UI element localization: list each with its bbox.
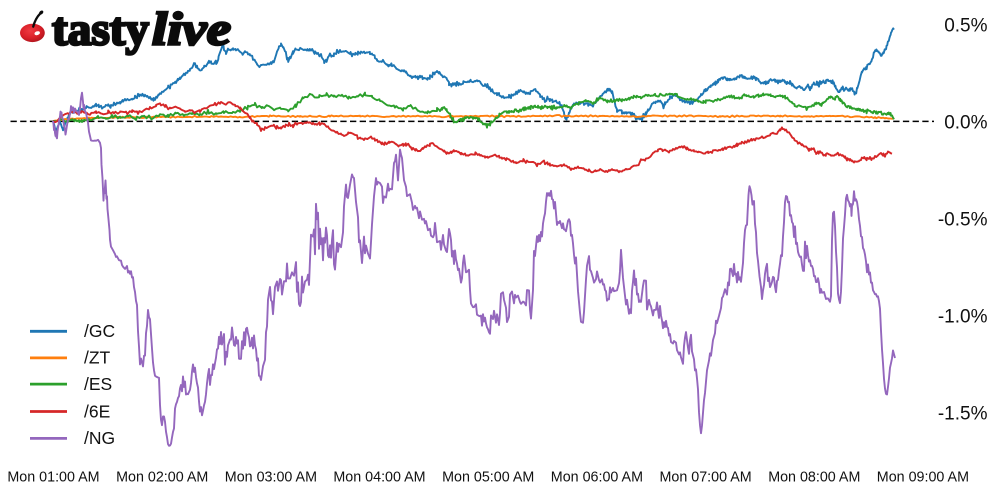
svg-text:Mon 06:00 AM: Mon 06:00 AM	[551, 470, 643, 486]
svg-text:Mon 08:00 AM: Mon 08:00 AM	[768, 470, 860, 486]
svg-text:/GC: /GC	[84, 321, 115, 341]
svg-text:Mon 09:00 AM: Mon 09:00 AM	[877, 470, 969, 486]
svg-text:Mon 01:00 AM: Mon 01:00 AM	[7, 470, 99, 486]
svg-text:-1.5%: -1.5%	[938, 403, 988, 424]
svg-text:/ES: /ES	[84, 374, 112, 394]
svg-text:tasty: tasty	[52, 4, 150, 56]
svg-text:Mon 02:00 AM: Mon 02:00 AM	[116, 470, 208, 486]
svg-text:-1.0%: -1.0%	[938, 306, 988, 327]
svg-text:live: live	[152, 4, 231, 56]
svg-text:/6E: /6E	[84, 401, 110, 421]
svg-text:Mon 05:00 AM: Mon 05:00 AM	[442, 470, 534, 486]
svg-text:Mon 03:00 AM: Mon 03:00 AM	[225, 470, 317, 486]
svg-text:Mon 04:00 AM: Mon 04:00 AM	[333, 470, 425, 486]
svg-text:Mon 07:00 AM: Mon 07:00 AM	[659, 470, 751, 486]
svg-text:-0.5%: -0.5%	[938, 209, 988, 230]
svg-text:0.5%: 0.5%	[944, 15, 987, 36]
svg-text:/NG: /NG	[84, 428, 115, 448]
svg-text:0.0%: 0.0%	[944, 112, 987, 133]
svg-text:/ZT: /ZT	[84, 348, 111, 368]
